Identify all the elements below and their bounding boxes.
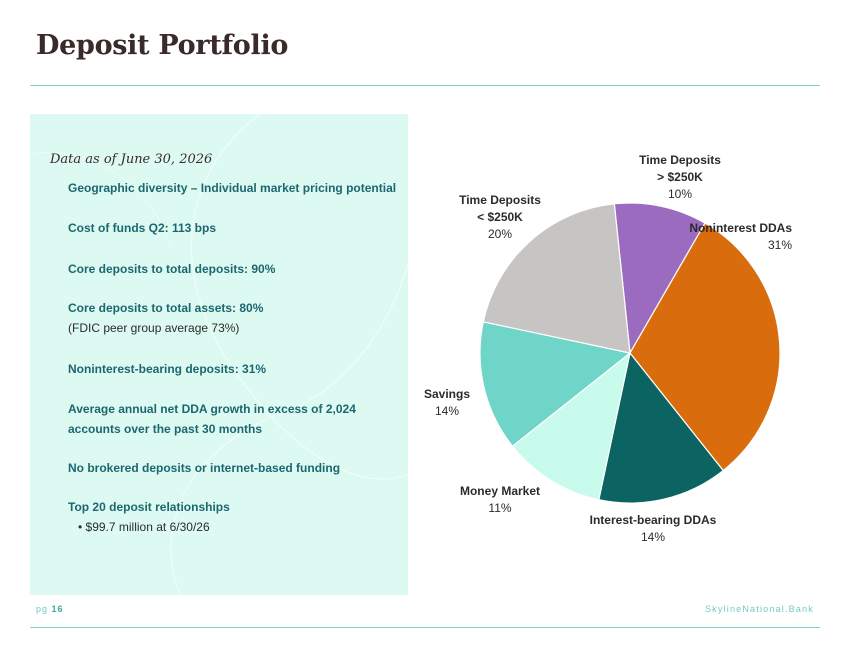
pie-slice-5 bbox=[479, 321, 632, 448]
pie-label-1: Time Deposits > $250K 10% bbox=[639, 153, 721, 201]
page-number: pg 16 bbox=[36, 604, 64, 614]
pie-label-name: < $250K bbox=[477, 210, 523, 224]
pie-label-2: Noninterest DDAs 31% bbox=[689, 221, 792, 252]
pie-label-name: Money Market bbox=[460, 484, 540, 498]
date-note: Data as of June 30, 2026 bbox=[50, 152, 213, 167]
pie-label-value: 14% bbox=[641, 530, 665, 544]
page-prefix: pg bbox=[36, 604, 49, 614]
pie-slice-2 bbox=[629, 222, 781, 472]
pie-slice-6 bbox=[482, 203, 631, 354]
decorative-swirl bbox=[30, 114, 408, 595]
pie-label-name: Savings bbox=[424, 387, 470, 401]
pie-slice-4 bbox=[511, 351, 631, 501]
page-title: Deposit Portfolio bbox=[36, 30, 289, 61]
page-number-value: 16 bbox=[51, 604, 64, 614]
pie-label-value: 14% bbox=[435, 404, 459, 418]
top-divider bbox=[30, 85, 820, 86]
highlight-noninterest-bearing: Noninterest-bearing deposits: 31% bbox=[68, 362, 267, 376]
highlight-core-to-total-assets: Core deposits to total assets: 80% bbox=[68, 301, 264, 315]
pie-label-value: 11% bbox=[488, 501, 511, 515]
bottom-divider bbox=[30, 627, 820, 628]
highlight-dda-growth: Average annual net DDA growth in excess … bbox=[68, 402, 356, 416]
highlight-no-brokered-deposits: No brokered deposits or internet-based f… bbox=[68, 461, 341, 475]
brand-footer: SkylineNational.Bank bbox=[704, 604, 814, 614]
highlight-geographic-diversity: Geographic diversity – Individual market… bbox=[68, 181, 397, 195]
pie-label-name: Time Deposits bbox=[459, 193, 541, 207]
deposit-mix-pie-chart: Time Deposits > $250K 10% Noninterest DDAs 3… bbox=[424, 153, 792, 544]
pie-label-name: Interest-bearing DDAs bbox=[590, 513, 717, 527]
pie-label-name: > $250K bbox=[657, 170, 703, 184]
highlight-peer-average-note: (FDIC peer group average 73%) bbox=[68, 321, 240, 335]
pie-label-value: 31% bbox=[768, 238, 792, 252]
pie-label-6: Time Deposits < $250K 20% bbox=[459, 193, 541, 241]
pie-label-value: 10% bbox=[668, 187, 692, 201]
highlight-top-20-relationships: Top 20 deposit relationships bbox=[68, 500, 230, 514]
highlight-dda-growth-line2: accounts over the past 30 months bbox=[68, 422, 263, 436]
pie-label-value: 20% bbox=[488, 227, 512, 241]
highlight-core-to-total-deposits: Core deposits to total deposits: 90% bbox=[68, 262, 276, 276]
pie-label-3: Interest-bearing DDAs 14% bbox=[590, 513, 717, 544]
pie-slice-1 bbox=[613, 202, 706, 355]
highlight-top-20-amount: • $99.7 million at 6/30/26 bbox=[78, 520, 210, 534]
pie-label-name: Time Deposits bbox=[639, 153, 721, 167]
highlights-panel: Data as of June 30, 2026 Geographic dive… bbox=[30, 114, 408, 595]
pie-slice-3 bbox=[598, 351, 725, 504]
pie-label-name: Noninterest DDAs bbox=[689, 221, 792, 235]
pie-label-4: Money Market 11% bbox=[460, 484, 540, 515]
pie-label-5: Savings 14% bbox=[424, 387, 470, 418]
highlight-cost-of-funds: Cost of funds Q2: 113 bps bbox=[68, 221, 217, 235]
